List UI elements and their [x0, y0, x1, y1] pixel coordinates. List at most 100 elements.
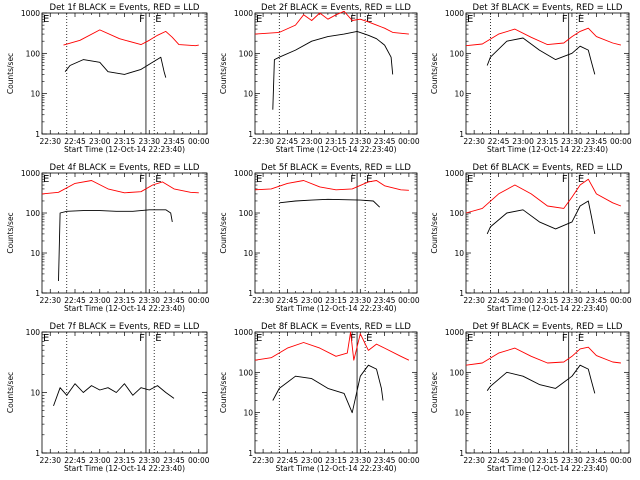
plot-panel-3: Det 3f BLACK = Events, RED = LLD Counts/s… — [430, 3, 632, 154]
events-series-line — [64, 56, 167, 78]
lld-series-line — [465, 27, 622, 47]
y-tick-label: 100 — [450, 209, 465, 218]
y-tick-label: 1 — [459, 449, 464, 458]
x-tick-label: 23:00 — [512, 456, 534, 465]
lld-series-line — [63, 29, 199, 47]
x-tick-label: 23:30 — [138, 456, 160, 465]
y-tick-label: 10 — [243, 90, 253, 99]
x-tick-label: 23:00 — [89, 456, 111, 465]
x-tick-label: 23:45 — [163, 296, 185, 305]
panel-title: Det 1f BLACK = Events, RED = LLD — [50, 3, 200, 13]
x-tick-label: 23:15 — [325, 456, 347, 465]
y-tick-label: 1000 — [234, 169, 253, 178]
x-tick-label: 00:00 — [188, 296, 210, 305]
x-axis-label: Start Time (12-Oct-14 22:23:40) — [64, 145, 185, 154]
y-axis-label: Counts/sec — [219, 53, 228, 94]
y-tick-label: 10 — [243, 409, 253, 418]
x-tick-label: 22:45 — [277, 296, 299, 305]
marker-e-label: E — [43, 174, 49, 185]
y-tick-label: 1000 — [445, 328, 464, 337]
x-tick-label: 00:00 — [398, 456, 420, 465]
x-tick-label: 22:45 — [277, 137, 299, 146]
x-tick-label: 00:00 — [398, 296, 420, 305]
panel-title: Det 5f BLACK = Events, RED = LLD — [261, 163, 411, 173]
y-axis-label: Counts/sec — [430, 53, 439, 94]
x-tick-label: 23:15 — [325, 296, 347, 305]
x-axis-label: Start Time (12-Oct-14 22:23:40) — [275, 145, 396, 154]
x-tick-label: 23:15 — [537, 296, 559, 305]
x-tick-label: 23:30 — [138, 137, 160, 146]
x-axis-label: Start Time (12-Oct-14 22:23:40) — [487, 145, 608, 154]
x-axis-label: Start Time (12-Oct-14 22:23:40) — [275, 464, 396, 473]
y-tick-label: 1000 — [234, 328, 253, 337]
y-tick-label: 100 — [26, 328, 41, 337]
y-tick-label: 1 — [459, 130, 464, 139]
x-tick-label: 23:30 — [349, 456, 371, 465]
events-series-line — [272, 364, 384, 414]
x-tick-label: 23:30 — [349, 137, 371, 146]
marker-e-label: E — [43, 14, 49, 25]
events-series-line — [58, 209, 173, 282]
x-tick-label: 23:00 — [301, 456, 323, 465]
x-tick-label: 00:00 — [610, 296, 632, 305]
y-tick-label: 1000 — [445, 9, 464, 18]
x-tick-label: 23:00 — [512, 296, 534, 305]
panel-title: Det 2f BLACK = Events, RED = LLD — [261, 3, 411, 13]
events-series-line — [272, 30, 394, 110]
x-tick-label: 23:45 — [374, 456, 396, 465]
y-tick-label: 1 — [35, 449, 40, 458]
x-tick-label: 23:00 — [301, 296, 323, 305]
x-axis-label: Start Time (12-Oct-14 22:23:40) — [275, 304, 396, 313]
y-tick-label: 1 — [459, 289, 464, 298]
y-axis-label: Counts/sec — [219, 212, 228, 253]
x-tick-label: 00:00 — [188, 456, 210, 465]
y-tick-label: 100 — [26, 49, 41, 58]
marker-e-label: E — [467, 174, 473, 185]
x-tick-label: 23:45 — [586, 137, 608, 146]
x-tick-label: 23:15 — [325, 137, 347, 146]
marker-e-label: E — [467, 333, 473, 344]
x-tick-label: 22:45 — [488, 456, 510, 465]
plot-panel-4: Det 4f BLACK = Events, RED = LLD Counts/s… — [6, 163, 210, 313]
marker-f-label: F — [562, 174, 568, 185]
x-tick-label: 23:45 — [374, 296, 396, 305]
events-series-line — [53, 383, 175, 407]
marker-e-label: E — [155, 174, 161, 185]
marker-e-label: E — [578, 333, 584, 344]
marker-e-label: E — [155, 333, 161, 344]
x-tick-label: 23:45 — [163, 137, 185, 146]
plot-panel-2: Det 2f BLACK = Events, RED = LLD Counts/s… — [219, 3, 420, 154]
x-tick-label: 23:00 — [301, 137, 323, 146]
marker-f-label: F — [139, 14, 145, 25]
x-tick-label: 22:30 — [463, 296, 485, 305]
marker-e-label: E — [155, 14, 161, 25]
x-tick-label: 23:30 — [561, 296, 583, 305]
y-tick-label: 1 — [248, 449, 253, 458]
x-tick-label: 23:45 — [374, 137, 396, 146]
events-series-line — [486, 364, 596, 394]
panel-title: Det 7f BLACK = Events, RED = LLD — [50, 322, 200, 332]
x-tick-label: 00:00 — [610, 456, 632, 465]
y-tick-label: 1 — [35, 130, 40, 139]
marker-e-label: E — [43, 333, 49, 344]
y-axis-label: Counts/sec — [6, 212, 15, 253]
x-axis-label: Start Time (12-Oct-14 22:23:40) — [487, 304, 608, 313]
marker-f-label: F — [139, 333, 145, 344]
y-tick-label: 100 — [239, 209, 254, 218]
y-tick-label: 10 — [30, 90, 40, 99]
plot-panel-9: Det 9f BLACK = Events, RED = LLD Counts/s… — [430, 322, 632, 473]
lld-series-line — [41, 180, 199, 195]
panel-title: Det 9f BLACK = Events, RED = LLD — [473, 322, 623, 332]
x-tick-label: 23:15 — [114, 296, 136, 305]
y-axis-label: Counts/sec — [430, 212, 439, 253]
y-tick-label: 1000 — [445, 169, 464, 178]
y-tick-label: 1000 — [21, 169, 40, 178]
marker-e-label: E — [366, 14, 372, 25]
events-series-line — [486, 37, 596, 75]
marker-e-label: E — [467, 14, 473, 25]
y-tick-label: 100 — [450, 368, 465, 377]
x-tick-label: 23:30 — [349, 296, 371, 305]
x-tick-label: 23:30 — [561, 137, 583, 146]
x-axis-label: Start Time (12-Oct-14 22:23:40) — [64, 464, 185, 473]
